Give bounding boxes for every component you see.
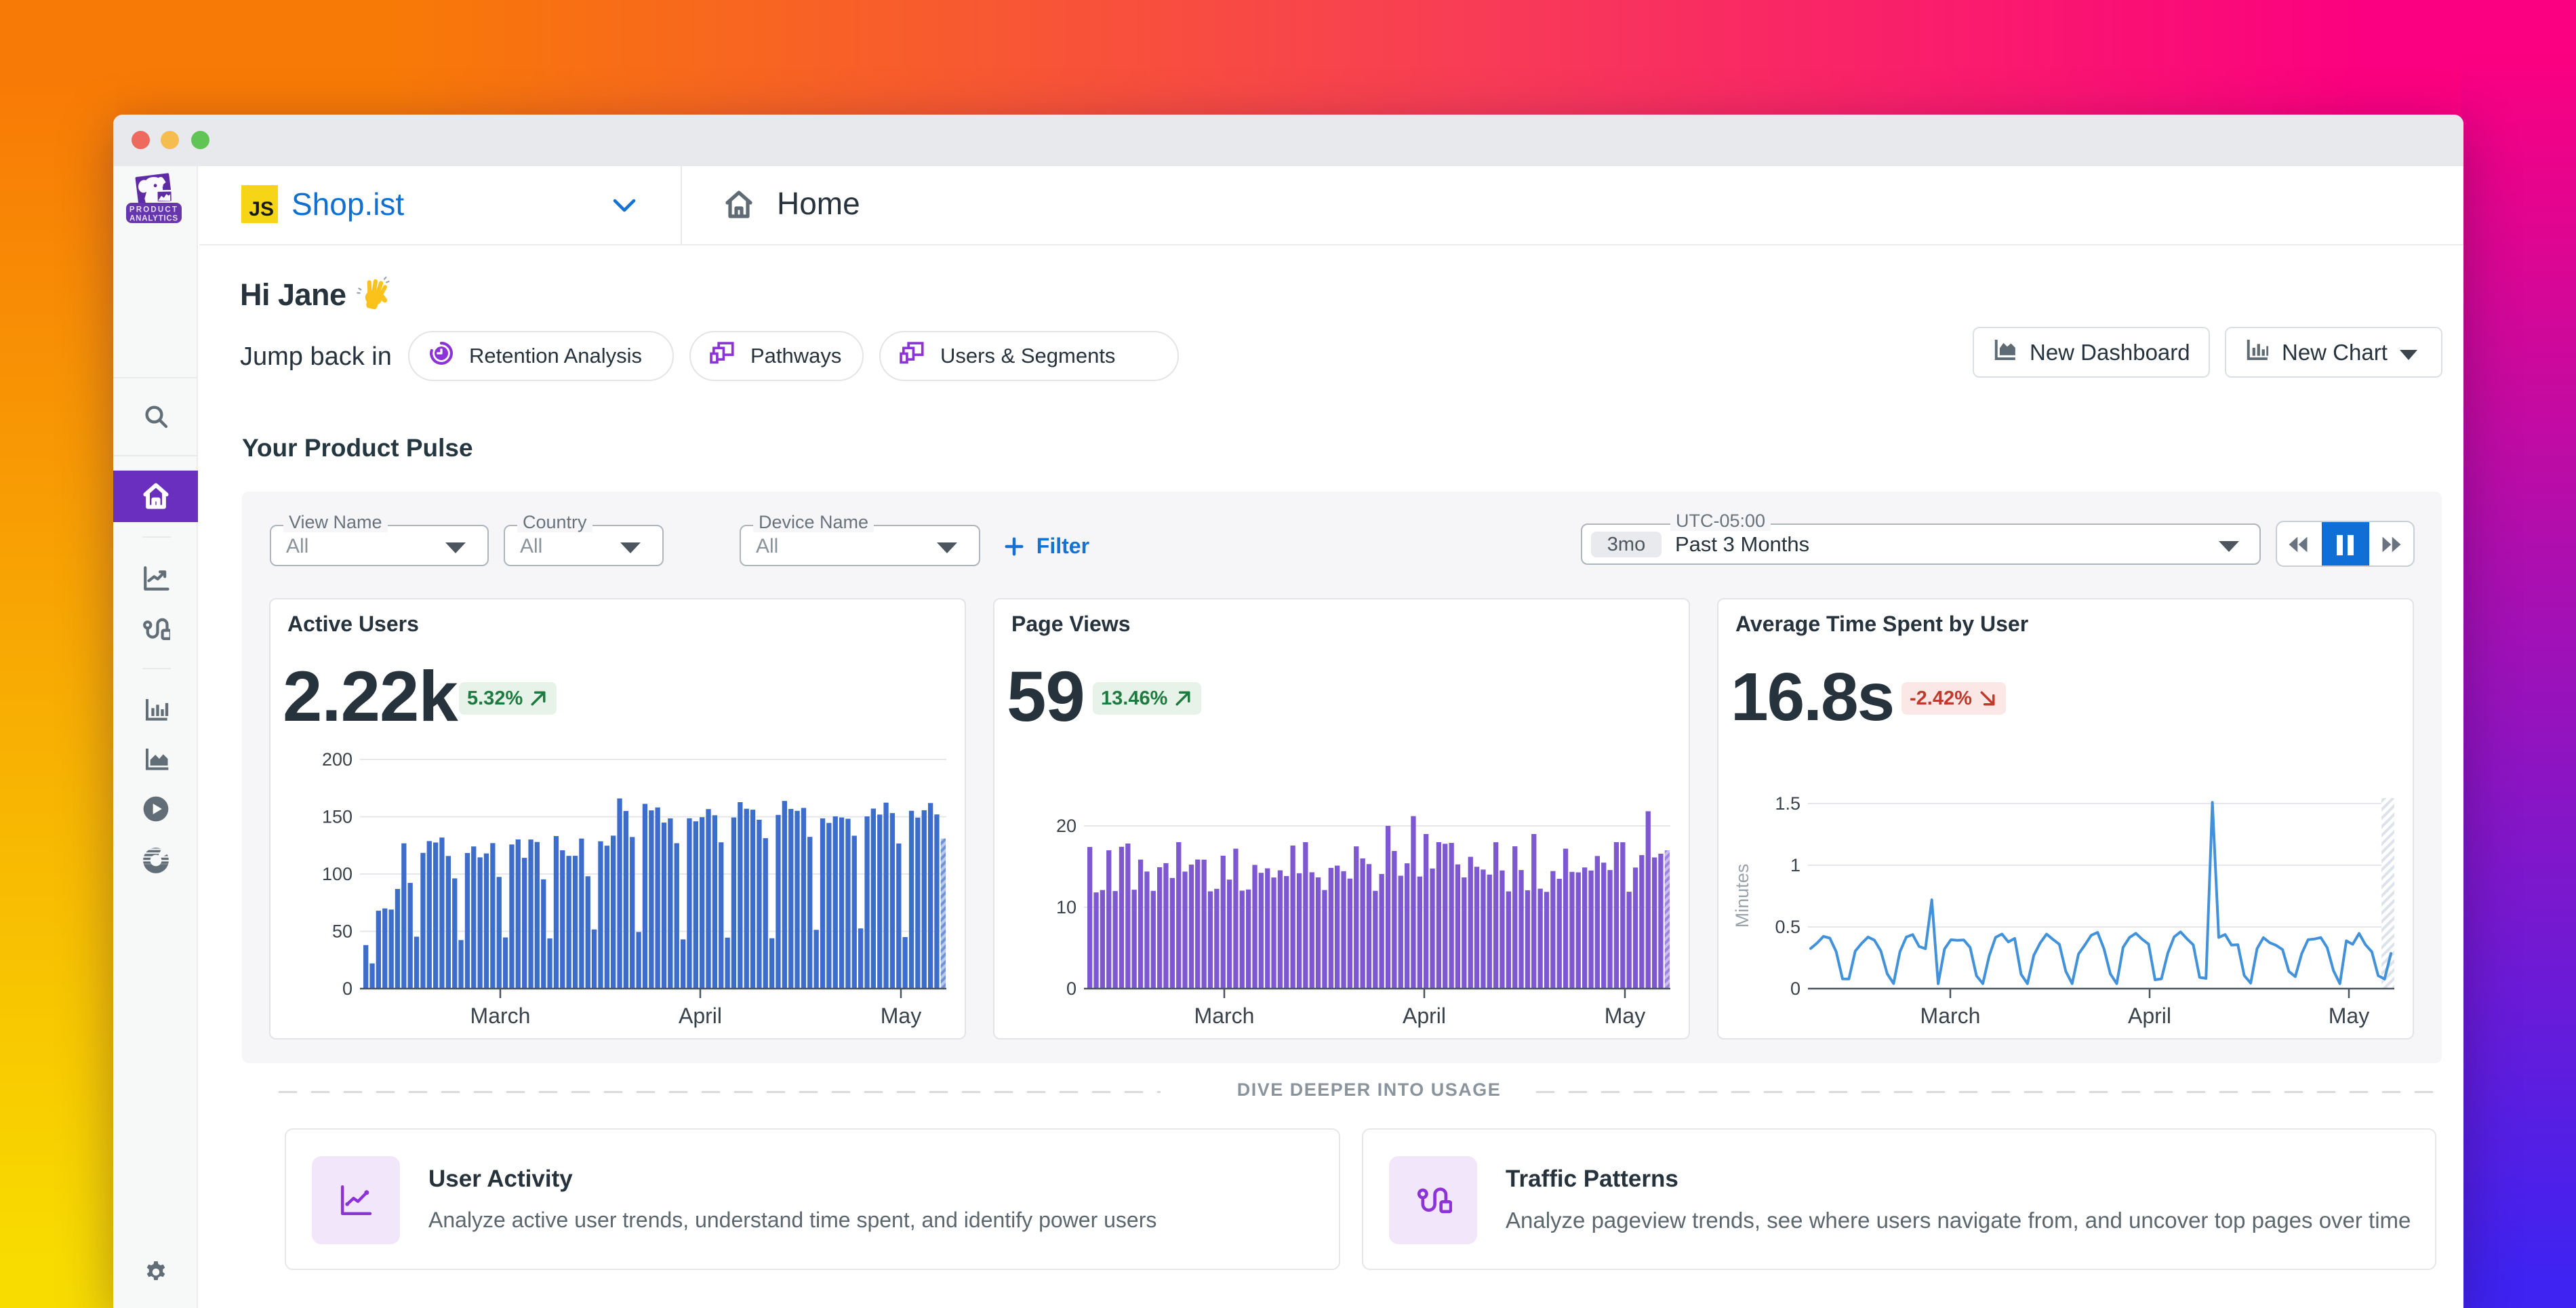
svg-text:1: 1 bbox=[1790, 855, 1800, 875]
svg-text:March: March bbox=[1920, 1004, 1981, 1028]
svg-text:ANALYTICS: ANALYTICS bbox=[129, 215, 178, 223]
svg-text:0: 0 bbox=[342, 978, 353, 999]
svg-text:0: 0 bbox=[1790, 978, 1800, 999]
svg-text:April: April bbox=[2128, 1004, 2171, 1028]
svg-text:May: May bbox=[2329, 1004, 2369, 1028]
svg-text:Minutes: Minutes bbox=[1732, 864, 1752, 928]
svg-text:50: 50 bbox=[332, 921, 353, 942]
svg-text:10: 10 bbox=[1056, 897, 1076, 917]
svg-text:May: May bbox=[1605, 1004, 1645, 1028]
svg-text:May: May bbox=[881, 1004, 921, 1028]
svg-text:March: March bbox=[1194, 1004, 1255, 1028]
svg-text:0.5: 0.5 bbox=[1775, 917, 1800, 937]
svg-text:1.5: 1.5 bbox=[1775, 793, 1800, 814]
svg-text:200: 200 bbox=[322, 749, 353, 770]
svg-text:March: March bbox=[470, 1004, 531, 1028]
svg-text:150: 150 bbox=[322, 807, 353, 827]
svg-text:April: April bbox=[679, 1004, 722, 1028]
svg-text:20: 20 bbox=[1056, 816, 1076, 836]
svg-text:PRODUCT: PRODUCT bbox=[129, 206, 178, 214]
svg-text:100: 100 bbox=[322, 864, 353, 884]
svg-text:April: April bbox=[1403, 1004, 1446, 1028]
svg-text:0: 0 bbox=[1066, 978, 1076, 999]
